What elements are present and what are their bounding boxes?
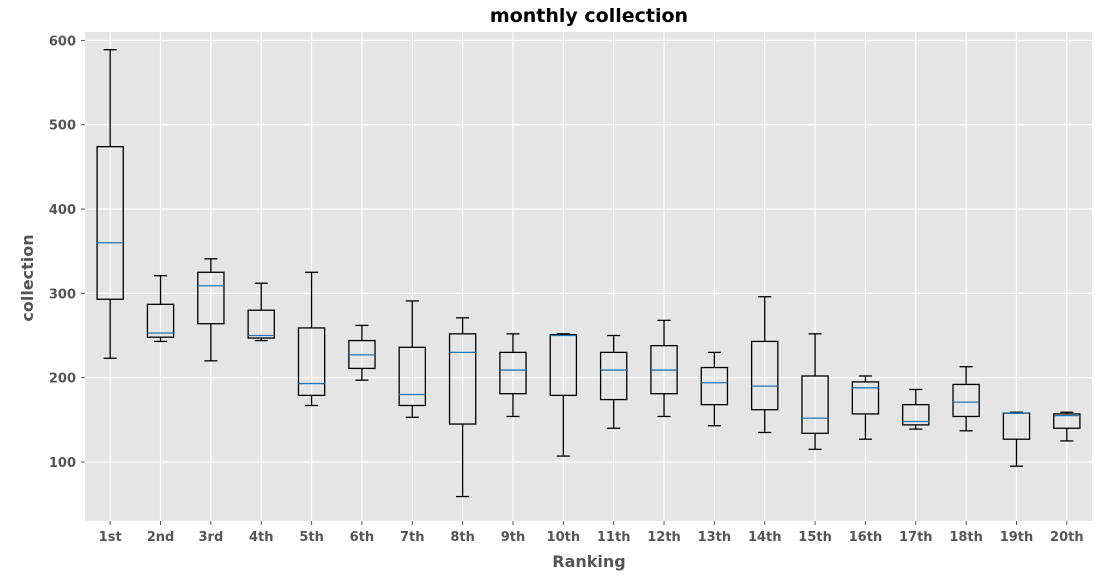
x-tick-label: 1st	[99, 530, 122, 545]
x-tick-label: 4th	[249, 530, 274, 545]
iqr-box	[599, 351, 628, 401]
box-4th	[247, 282, 275, 342]
y-tick-label: 200	[49, 372, 76, 387]
x-tick-label: 16th	[849, 530, 883, 545]
iqr-box	[851, 381, 880, 415]
iqr-box	[801, 375, 829, 434]
box-9th	[499, 333, 527, 418]
x-tick-label: 13th	[698, 530, 732, 545]
plot-area	[85, 32, 1092, 521]
boxes	[96, 49, 1081, 498]
iqr-box	[398, 346, 427, 407]
box-12th	[650, 319, 678, 418]
iqr-box	[1053, 413, 1081, 429]
x-tick-label: 7th	[400, 530, 425, 545]
x-tick-label: 19th	[1000, 530, 1034, 545]
x-axis-label: Ranking	[552, 552, 625, 571]
iqr-box	[197, 271, 225, 325]
iqr-box	[448, 333, 477, 425]
x-tick-label: 20th	[1050, 530, 1084, 545]
box-10th	[549, 333, 578, 457]
x-tick-label: 9th	[501, 530, 526, 545]
iqr-box	[96, 146, 124, 300]
box-18th	[952, 366, 980, 432]
box-1st	[96, 49, 124, 359]
box-20th	[1053, 411, 1081, 442]
y-tick-label: 300	[49, 287, 76, 302]
iqr-box	[902, 404, 930, 426]
box-6th	[348, 324, 376, 381]
box-16th	[851, 375, 880, 440]
iqr-box	[549, 334, 578, 397]
y-tick-label: 100	[49, 456, 76, 471]
iqr-box	[750, 340, 779, 411]
box-5th	[297, 271, 326, 407]
y-axis-ticks: 100 200 300 400 500 600	[49, 34, 85, 471]
box-14th	[750, 296, 779, 434]
box-2nd	[146, 275, 175, 343]
x-tick-label: 2nd	[147, 530, 175, 545]
chart-title: monthly collection	[490, 5, 688, 27]
box-8th	[448, 317, 477, 498]
y-tick-label: 500	[49, 119, 76, 134]
iqr-box	[146, 303, 175, 338]
x-tick-label: 10th	[547, 530, 581, 545]
box-17th	[902, 388, 930, 430]
y-tick-label: 400	[49, 203, 76, 218]
x-tick-label: 11th	[597, 530, 631, 545]
iqr-box	[297, 327, 326, 397]
box-3rd	[197, 258, 225, 362]
x-tick-label: 8th	[450, 530, 475, 545]
box-19th	[1002, 411, 1031, 467]
box-13th	[700, 351, 729, 427]
x-tick-label: 14th	[748, 530, 782, 545]
x-tick-label: 12th	[647, 530, 681, 545]
y-axis-label: collection	[18, 234, 37, 321]
iqr-box	[247, 309, 275, 339]
x-axis-ticks: 1st 2nd 3rd 4th 5th 6th 7th 8th 9th 10th 11th 12th 1…	[99, 521, 1084, 545]
y-tick-label: 600	[49, 34, 76, 49]
iqr-box	[499, 351, 527, 395]
x-tick-label: 18th	[949, 530, 983, 545]
box-7th	[398, 300, 427, 418]
x-tick-label: 15th	[798, 530, 832, 545]
iqr-box	[700, 366, 729, 406]
box-11th	[599, 334, 628, 429]
x-tick-label: 5th	[299, 530, 324, 545]
x-tick-label: 6th	[350, 530, 375, 545]
box-15th	[801, 333, 829, 450]
x-tick-label: 17th	[899, 530, 933, 545]
x-tick-label: 3rd	[198, 530, 223, 545]
iqr-box	[952, 383, 980, 418]
